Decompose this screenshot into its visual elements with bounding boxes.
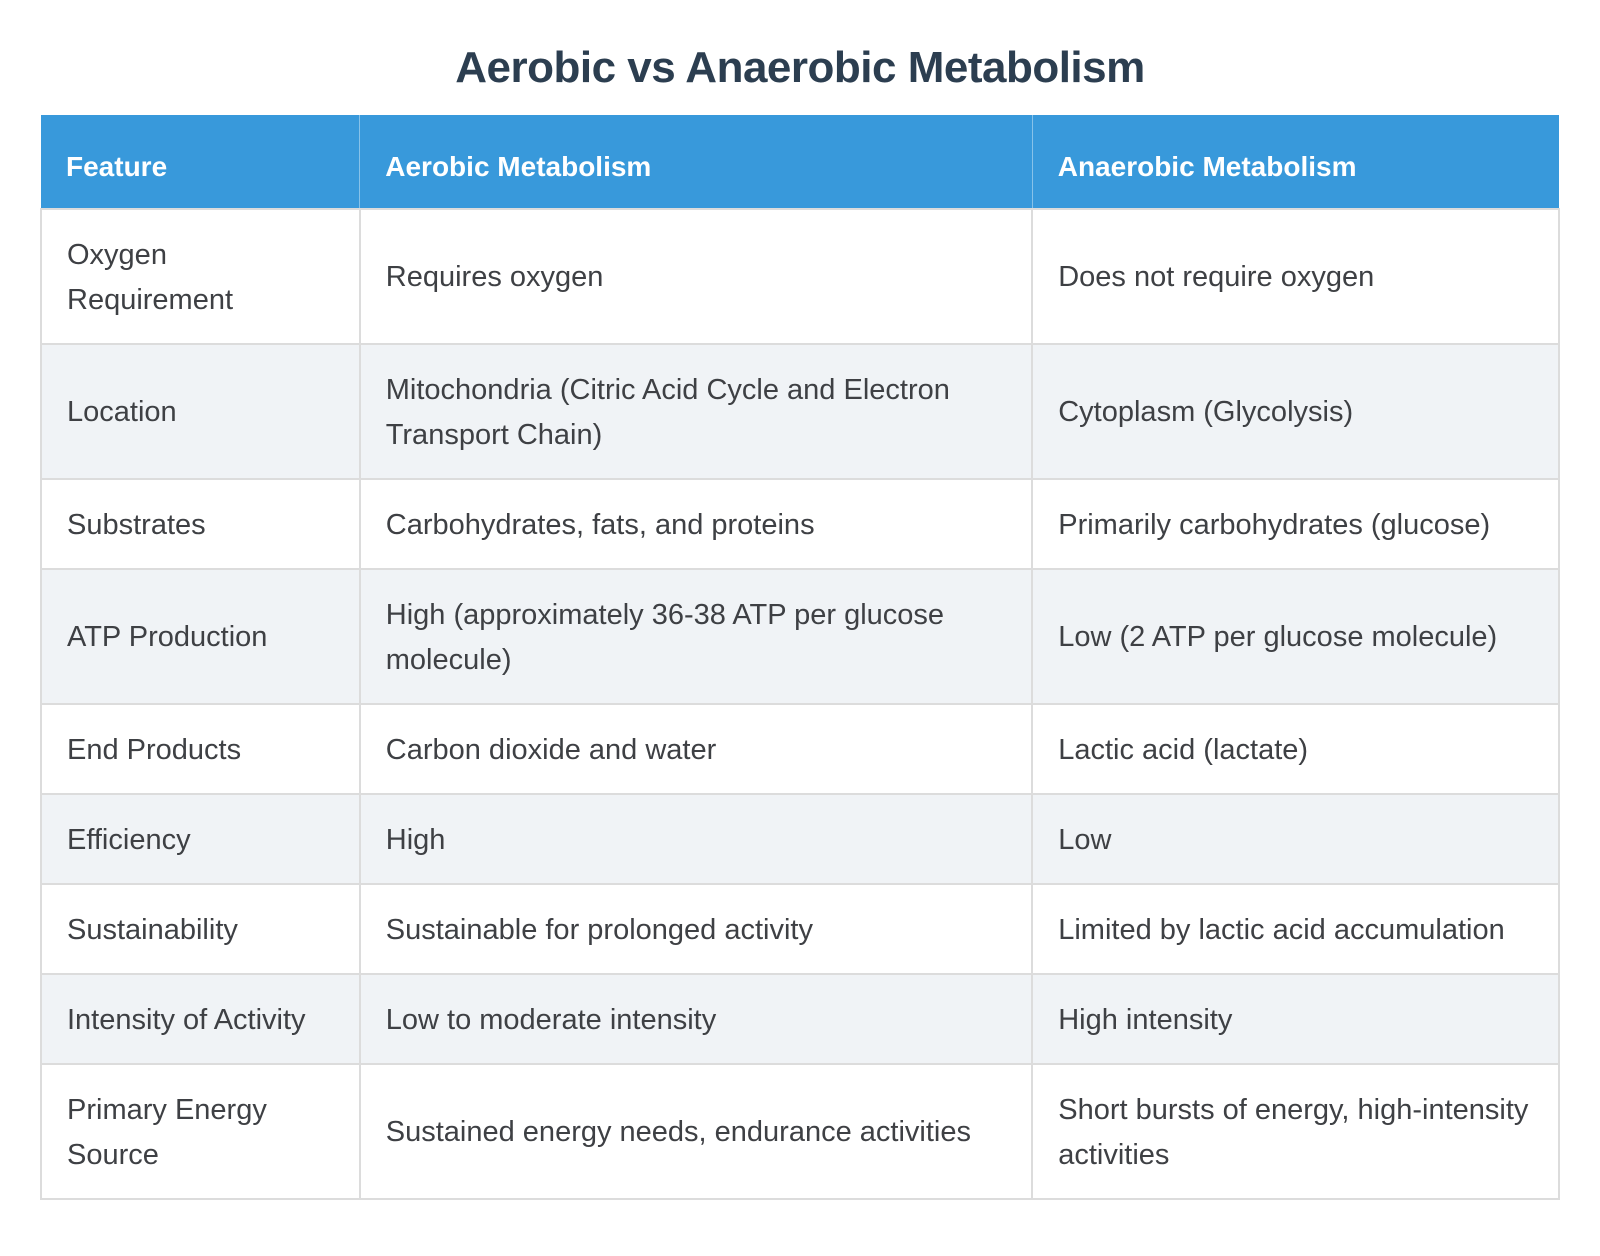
feature-cell: Oxygen Requirement [40, 207, 361, 345]
table-row: Primary Energy Source Sustained energy ne… [40, 1062, 1560, 1200]
feature-cell: Primary Energy Source [40, 1062, 361, 1200]
header-row: Feature Aerobic Metabolism Anaerobic Metab… [41, 114, 1559, 209]
aerobic-cell: Carbohydrates, fats, and proteins [358, 477, 1034, 570]
anaerobic-cell: Short bursts of energy, high-intensity a… [1031, 1062, 1560, 1200]
aerobic-cell: High [358, 792, 1034, 885]
aerobic-cell: High (approximately 36-38 ATP per glucos… [358, 567, 1034, 705]
anaerobic-cell: Low [1031, 792, 1560, 885]
table-body: Oxygen Requirement Requires oxygen Does no… [40, 207, 1560, 1200]
aerobic-cell: Low to moderate intensity [358, 972, 1034, 1065]
feature-cell: ATP Production [40, 567, 361, 705]
comparison-table: Feature Aerobic Metabolism Anaerobic Metab… [40, 114, 1560, 1200]
page: Aerobic vs Anaerobic Metabolism Feature A… [40, 43, 1560, 1200]
feature-cell: Efficiency [40, 792, 361, 885]
table-row: Oxygen Requirement Requires oxygen Does no… [40, 207, 1560, 345]
anaerobic-cell: Limited by lactic acid accumulation [1031, 882, 1560, 975]
page-title: Aerobic vs Anaerobic Metabolism [455, 43, 1145, 92]
aerobic-cell: Requires oxygen [358, 207, 1034, 345]
feature-cell: Intensity of Activity [40, 972, 361, 1065]
aerobic-cell: Sustained energy needs, endurance activi… [358, 1062, 1034, 1200]
table-row: Efficiency High Low [40, 792, 1560, 885]
table-row: Intensity of Activity Low to moderate int… [40, 972, 1560, 1065]
feature-cell: End Products [40, 702, 361, 795]
table-header: Feature Aerobic Metabolism Anaerobic Metab… [41, 114, 1559, 209]
feature-cell: Substrates [40, 477, 361, 570]
aerobic-cell: Carbon dioxide and water [358, 702, 1034, 795]
feature-cell: Sustainability [40, 882, 361, 975]
anaerobic-cell: Primarily carbohydrates (glucose) [1031, 477, 1560, 570]
anaerobic-cell: High intensity [1031, 972, 1560, 1065]
table-row: End Products Carbon dioxide and water Lact… [40, 702, 1560, 795]
anaerobic-cell: Cytoplasm (Glycolysis) [1031, 342, 1560, 480]
feature-cell: Location [40, 342, 361, 480]
table-row: Substrates Carbohydrates, fats, and prote… [40, 477, 1560, 570]
table-row: ATP Production High (approximately 36-38 … [40, 567, 1560, 705]
table-row: Location Mitochondria (Citric Acid Cycle … [40, 342, 1560, 480]
anaerobic-cell: Low (2 ATP per glucose molecule) [1031, 567, 1560, 705]
anaerobic-cell: Does not require oxygen [1031, 207, 1560, 345]
column-header-aerobic-metabolism: Aerobic Metabolism [359, 114, 1033, 209]
column-header-anaerobic-metabolism: Anaerobic Metabolism [1032, 114, 1559, 209]
aerobic-cell: Sustainable for prolonged activity [358, 882, 1034, 975]
aerobic-cell: Mitochondria (Citric Acid Cycle and Elec… [358, 342, 1034, 480]
table-row: Sustainability Sustainable for prolonged … [40, 882, 1560, 975]
anaerobic-cell: Lactic acid (lactate) [1031, 702, 1560, 795]
column-header-feature: Feature [41, 114, 361, 209]
